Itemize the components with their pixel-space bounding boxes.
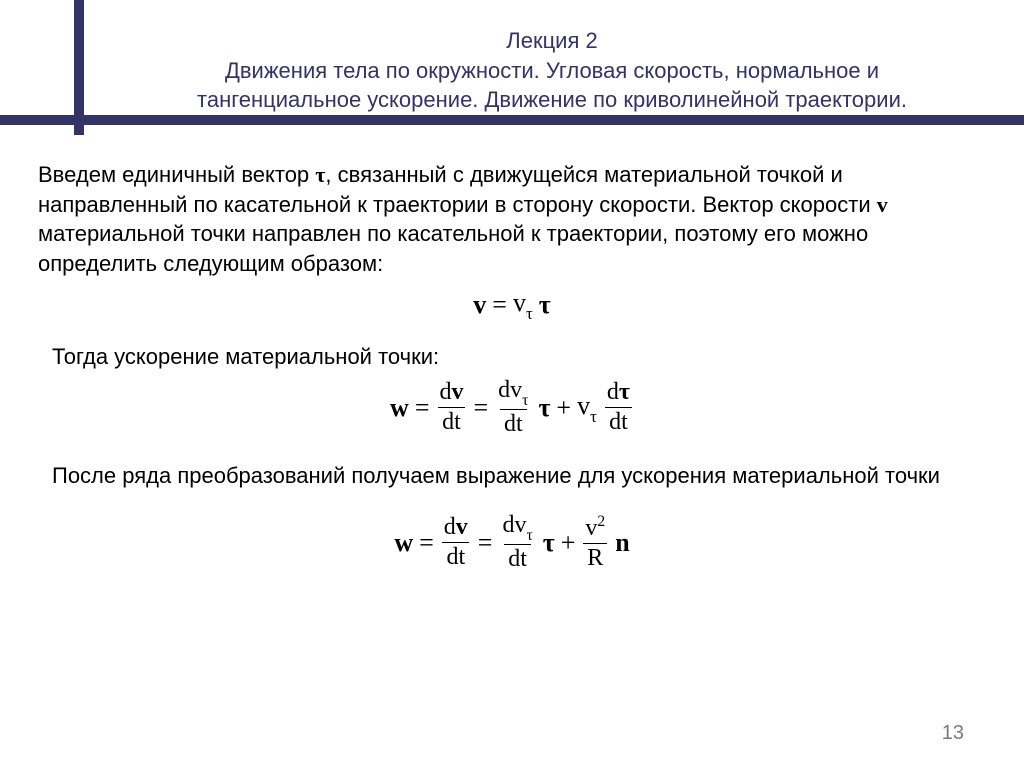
eq2-w: w	[390, 390, 409, 425]
paragraph-after-transform: После ряда преобразований получаем выраж…	[52, 461, 986, 491]
eq3-f1-num-v: v	[456, 514, 468, 540]
decor-horizontal-line	[0, 115, 1024, 125]
eq1-vtau: vτ	[513, 285, 533, 324]
eq2-f3-num-tau: τ	[619, 379, 630, 405]
title-line-1: Лекция 2	[120, 26, 984, 56]
eq2-f1-num-v: v	[451, 379, 463, 405]
eq2-vtau-sub: τ	[590, 407, 597, 426]
eq3-w: w	[394, 525, 413, 560]
eq2-vtau-v: v	[577, 391, 590, 420]
page-number: 13	[942, 722, 964, 745]
eq2-f3-den: dt	[605, 407, 632, 435]
eq3-f1-num-d: d	[444, 514, 456, 540]
eq1-v: v	[473, 287, 486, 322]
eq1-eq: =	[492, 287, 507, 322]
eq3-f2-num-sub: τ	[526, 527, 532, 544]
eq3-frac1: dv dt	[440, 515, 472, 570]
eq2-tau1: τ	[538, 390, 550, 425]
eq2-f2-den: dt	[500, 409, 527, 437]
eq3-f2-num-pre: dv	[502, 512, 526, 538]
eq2-f1-num-d: d	[439, 379, 451, 405]
equation-acceleration-2: w = dv dt = dvτ dt τ + v2 R n	[38, 513, 986, 572]
equation-acceleration-1: w = dv dt = dvτ dt τ + vτ dτ dt	[38, 378, 986, 437]
eq3-n: n	[615, 525, 629, 560]
eq2-eq1: =	[415, 390, 430, 425]
eq2-plus: +	[556, 390, 571, 425]
eq2-frac2: dvτ dt	[494, 378, 532, 437]
text-intro-4: материальной точки направлен по касатель…	[38, 221, 868, 276]
eq3-f3-num-sup: 2	[597, 513, 605, 530]
eq2-eq2: =	[473, 390, 488, 425]
paragraph-then-accel: Тогда ускорение материальной точки:	[52, 342, 986, 372]
text-intro-3: Вектор скорости	[702, 192, 876, 217]
eq3-frac3: v2 R	[581, 514, 609, 571]
eq2-f2-num-pre: dv	[498, 377, 522, 403]
eq3-tau: τ	[543, 525, 555, 560]
equation-velocity: v = vτ τ	[38, 285, 986, 325]
eq3-f1-den: dt	[442, 542, 469, 570]
eq3-plus: +	[561, 525, 576, 560]
symbol-tau: τ	[315, 162, 325, 187]
eq2-f3-num-d: d	[607, 379, 619, 405]
title-line-3: тангенциальное ускорение. Движение по кр…	[120, 85, 984, 115]
slide-body: Введем единичный вектор τ, связанный с д…	[38, 160, 986, 590]
eq2-f2-num-sub: τ	[522, 392, 528, 409]
eq2-f1-den: dt	[438, 407, 465, 435]
paragraph-intro: Введем единичный вектор τ, связанный с д…	[38, 160, 986, 279]
eq2-vtau: vτ	[577, 388, 597, 427]
text-intro-1: Введем единичный вектор	[38, 162, 315, 187]
eq2-frac1: dv dt	[435, 380, 467, 435]
symbol-v: v	[877, 192, 888, 217]
eq3-frac2: dvτ dt	[498, 513, 536, 572]
slide-title: Лекция 2 Движения тела по окружности. Уг…	[120, 26, 984, 115]
eq3-f3-den: R	[583, 543, 607, 571]
eq3-f3-num-v: v	[585, 515, 597, 541]
title-line-2: Движения тела по окружности. Угловая ско…	[120, 56, 984, 86]
eq3-eq2: =	[478, 525, 493, 560]
eq3-eq1: =	[419, 525, 434, 560]
eq2-frac3: dτ dt	[603, 380, 634, 435]
eq3-f2-den: dt	[504, 544, 531, 572]
eq1-tau: τ	[539, 287, 551, 322]
decor-vertical-line	[74, 0, 84, 135]
